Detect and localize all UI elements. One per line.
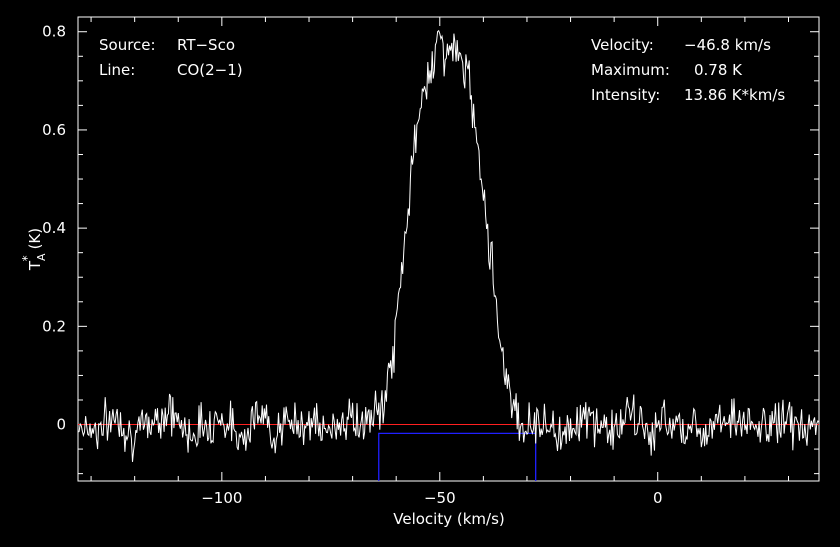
info-velocity-key: Velocity:	[591, 36, 654, 54]
y-tick-label: 0	[56, 416, 66, 434]
y-axis-label: TA* (K)	[20, 228, 48, 271]
y-tick-label: 0.8	[42, 23, 66, 41]
info-maximum-value: 0.78 K	[694, 61, 743, 79]
spectrum-line	[77, 29, 820, 462]
info-source-key: Source:	[99, 36, 156, 54]
info-maximum-key: Maximum:	[591, 61, 670, 79]
info-source-value: RT−Sco	[177, 36, 235, 54]
info-intensity-value: 13.86 K*km/s	[684, 86, 785, 104]
integration-window	[378, 432, 537, 481]
y-tick-label: 0.4	[42, 219, 66, 237]
x-tick-label: −100	[201, 489, 242, 507]
plot-frame	[77, 16, 820, 482]
tick-labels: −100 −50 0 0 0.2 0.4 0.6 0.8	[42, 23, 662, 507]
y-tick-label: 0.2	[42, 317, 66, 335]
axis-ticks	[78, 17, 819, 481]
info-right: Velocity: −46.8 km/s Maximum: 0.78 K Int…	[591, 36, 785, 104]
y-axis-label-unit: (K)	[26, 228, 44, 250]
y-tick-label: 0.6	[42, 121, 66, 139]
info-velocity-value: −46.8 km/s	[684, 36, 771, 54]
info-line-key: Line:	[99, 61, 135, 79]
info-intensity-key: Intensity:	[591, 86, 660, 104]
svg-text:TA*(K): TA* (K)	[20, 228, 48, 271]
y-axis-label-sup: *	[20, 255, 34, 261]
info-line-value: CO(2−1)	[177, 61, 243, 79]
x-tick-label: 0	[653, 489, 663, 507]
y-axis-label-sub: A	[35, 253, 48, 261]
y-axis-label-main: T	[26, 260, 44, 271]
x-tick-label: −50	[424, 489, 456, 507]
info-left: Source: RT−Sco Line: CO(2−1)	[99, 36, 243, 79]
x-axis-label: Velocity (km/s)	[393, 510, 504, 528]
